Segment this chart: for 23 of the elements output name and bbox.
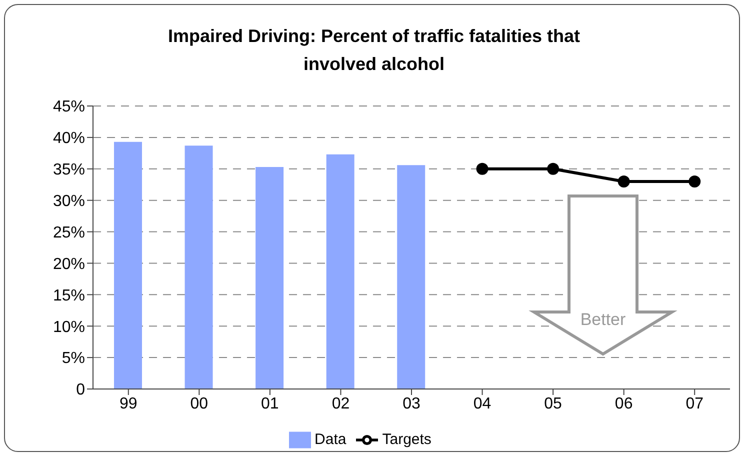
chart-title: Impaired Driving: Percent of traffic fatalities that involved alcohol: [166, 25, 582, 76]
y-tick-label: 40%: [52, 130, 85, 148]
x-tick-label: 99: [119, 395, 138, 412]
x-tick-label: 06: [614, 395, 633, 412]
y-tick-label: 5%: [62, 350, 85, 368]
y-tick-label: 0: [76, 382, 86, 399]
x-tick-label: 07: [686, 395, 704, 412]
y-tick-label: 30%: [52, 193, 85, 210]
legend-label: Targets: [382, 430, 432, 448]
x-tick-label: 00: [190, 395, 208, 412]
y-tick-label: 35%: [52, 162, 85, 179]
annotation: Better: [579, 310, 627, 330]
x-tick-label: 02: [332, 395, 350, 412]
y-tick-label: 10%: [52, 318, 85, 336]
y-tick-label: 15%: [52, 287, 85, 304]
y-tick-label: 25%: [52, 224, 85, 242]
legend-label: Data: [314, 430, 346, 448]
x-tick-label: 01: [261, 395, 279, 412]
y-tick-label: 20%: [52, 256, 85, 273]
y-tick-label: 45%: [52, 98, 85, 116]
x-tick-label: 04: [473, 395, 492, 412]
x-tick-label: 05: [544, 395, 562, 412]
x-tick-label: 03: [402, 395, 420, 412]
